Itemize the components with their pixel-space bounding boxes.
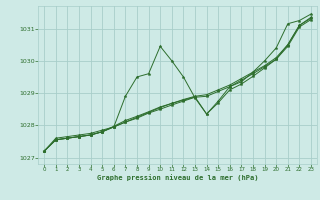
X-axis label: Graphe pression niveau de la mer (hPa): Graphe pression niveau de la mer (hPa) [97, 174, 258, 181]
